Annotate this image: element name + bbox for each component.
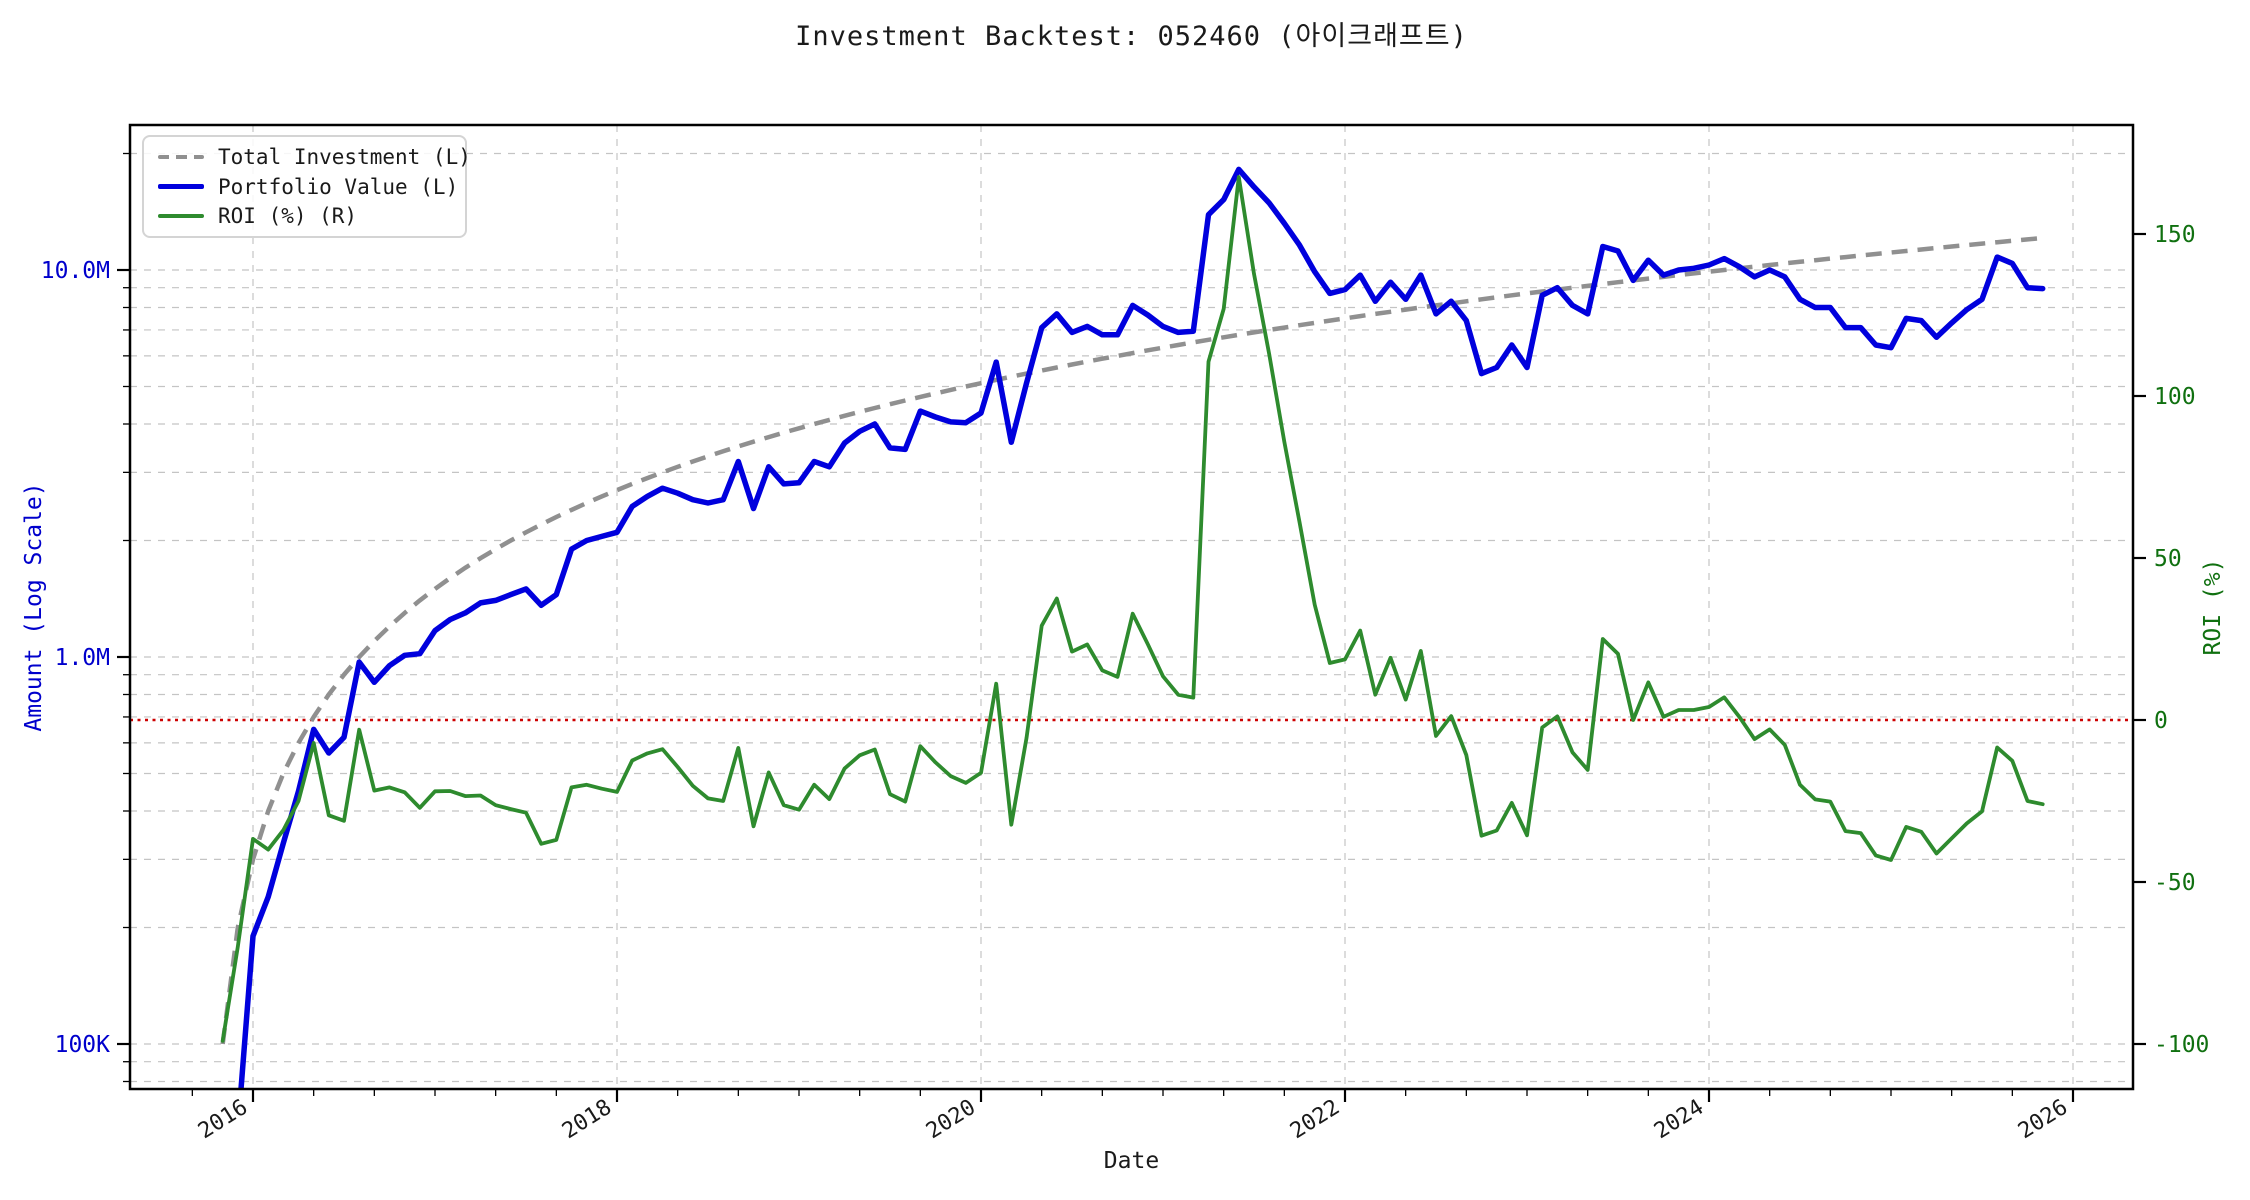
roi-tick-label: 50 — [2154, 546, 2182, 572]
legend: Total Investment (L) Portfolio Value (L)… — [142, 135, 471, 238]
amount-tick-label: 1.0M — [55, 645, 110, 671]
date-tick-label: 2020 — [922, 1095, 980, 1144]
dashed-line-swatch-icon — [158, 154, 204, 159]
legend-label: Total Investment (L) — [218, 144, 471, 169]
chart-title: Investment Backtest: 052460 (아이크래프트) — [795, 21, 1468, 52]
blue-line-swatch-icon — [158, 184, 204, 189]
roi-line — [220, 175, 2045, 1043]
left-axis-title: Amount (Log Scale) — [21, 482, 47, 732]
roi-tick-label: -50 — [2154, 870, 2196, 896]
roi-tick-label: -100 — [2154, 1032, 2209, 1058]
legend-label: Portfolio Value (L) — [218, 174, 459, 199]
date-tick-label: 2024 — [1650, 1095, 1708, 1144]
green-line-swatch-icon — [158, 214, 204, 219]
legend-item-total-investment: Total Investment (L) — [158, 145, 471, 169]
date-tick-label: 2022 — [1286, 1095, 1344, 1144]
amount-tick-label: 100K — [55, 1032, 111, 1058]
date-tick-label: 2026 — [2014, 1095, 2072, 1144]
roi-tick-label: 0 — [2154, 708, 2168, 734]
right-axis-title: ROI (%) — [2200, 558, 2226, 656]
roi-tick-label: 150 — [2154, 222, 2196, 248]
total-investment-line — [220, 235, 2043, 1045]
legend-label: ROI (%) (R) — [218, 204, 358, 229]
x-axis-title: Date — [1103, 1148, 1160, 1174]
plot-border — [128, 123, 2135, 1091]
roi-tick-label: 100 — [2154, 384, 2196, 410]
legend-item-roi: ROI (%) (R) — [158, 204, 451, 228]
amount-tick-label: 10.0M — [41, 258, 110, 284]
date-tick-label: 2016 — [194, 1095, 252, 1144]
portfolio-value-line — [238, 166, 2046, 1089]
legend-item-portfolio-value: Portfolio Value (L) — [158, 175, 458, 199]
date-tick-label: 2018 — [558, 1095, 616, 1144]
